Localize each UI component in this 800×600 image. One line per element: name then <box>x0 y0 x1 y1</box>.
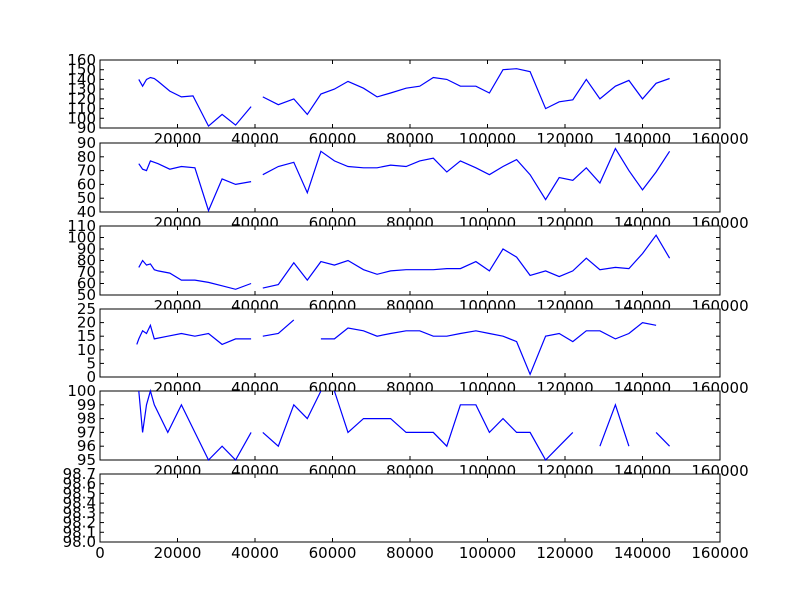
y-tick-label: 95 <box>77 451 96 469</box>
series-line-segment <box>138 76 252 128</box>
y-tick-label: 0 <box>86 368 96 386</box>
x-tick-label: 140000 <box>614 544 671 562</box>
y-tick-label: 100 <box>67 382 96 400</box>
y-tick-label: 100 <box>67 229 96 247</box>
subplot-6: 98.098.198.298.398.498.598.698.7 0 20000 40… <box>63 465 749 562</box>
series-line-segment <box>262 68 670 116</box>
y-tick-label: 97 <box>77 423 96 441</box>
series-line-segment <box>262 147 671 201</box>
y-tick-label: 99 <box>77 396 96 414</box>
y-tick-label: 98 <box>77 410 96 428</box>
y-tick-label: 70 <box>77 263 96 281</box>
x-tick-label: 60000 <box>309 544 357 562</box>
y-tick-label: 130 <box>67 80 96 98</box>
y-tick-label: 90 <box>77 134 96 152</box>
x-tick-label: 100000 <box>459 544 516 562</box>
series-line-segment <box>138 388 252 462</box>
y-tick-label: 50 <box>77 189 96 207</box>
y-tick-label: 60 <box>77 275 96 293</box>
series-line-segment <box>138 160 252 213</box>
plot-frame <box>99 142 721 213</box>
y-tick-label: 80 <box>77 252 96 270</box>
y-tick-label: 98.6 <box>63 475 96 493</box>
y-tick-label: 15 <box>77 327 96 345</box>
y-tick-label: 98.7 <box>63 465 96 483</box>
series-line-segment <box>138 259 252 290</box>
x-tick-label: 0 <box>95 544 105 562</box>
y-tick-label: 98.0 <box>63 533 96 551</box>
y-tick-label: 98.3 <box>63 504 96 522</box>
series-line-segment <box>320 321 657 376</box>
y-tick-label: 25 <box>77 300 96 318</box>
plot-frame <box>99 308 721 378</box>
series-line-segment <box>599 402 630 447</box>
y-tick-label: 160 <box>67 51 96 69</box>
y-tick-label: 20 <box>77 314 96 332</box>
series-line-segment <box>262 234 671 289</box>
plot-frame <box>99 473 721 543</box>
y-tick-label: 90 <box>77 119 96 137</box>
x-tick-label: 40000 <box>231 544 279 562</box>
y-tick-label: 40 <box>77 203 96 221</box>
y-tick-label: 90 <box>77 240 96 258</box>
series-line-segment <box>262 319 295 337</box>
x-tick-label: 80000 <box>386 544 434 562</box>
y-tick-label: 98.1 <box>63 523 96 541</box>
y-tick-label: 60 <box>77 175 96 193</box>
y-tick-label: 110 <box>67 100 96 118</box>
y-tick-label: 140 <box>67 70 96 88</box>
y-tick-label: 80 <box>77 148 96 166</box>
series-line-segment <box>333 390 574 461</box>
series-line-segment <box>262 390 322 448</box>
y-tick-label: 150 <box>67 61 96 79</box>
x-tick-label: 160000 <box>691 544 748 562</box>
y-tick-label: 100 <box>67 109 96 127</box>
x-tick-label: 120000 <box>536 544 593 562</box>
y-tick-label: 96 <box>77 437 96 455</box>
series-line-segment <box>136 323 252 346</box>
plot-frame <box>99 390 721 461</box>
y-tick-label: 98.2 <box>63 514 96 532</box>
y-tick-label: 120 <box>67 90 96 108</box>
y-tick-label: 110 <box>67 217 96 235</box>
y-tick-label: 98.5 <box>63 484 96 502</box>
series-line-segment <box>655 431 671 447</box>
y-tick-label: 10 <box>77 341 96 359</box>
plot-frame <box>99 59 721 129</box>
y-tick-label: 50 <box>77 286 96 304</box>
x-tick-label: 20000 <box>154 544 202 562</box>
y-tick-label: 5 <box>86 354 96 372</box>
y-tick-label: 98.4 <box>63 494 96 512</box>
plot-frame <box>99 225 721 296</box>
y-tick-label: 70 <box>77 162 96 180</box>
